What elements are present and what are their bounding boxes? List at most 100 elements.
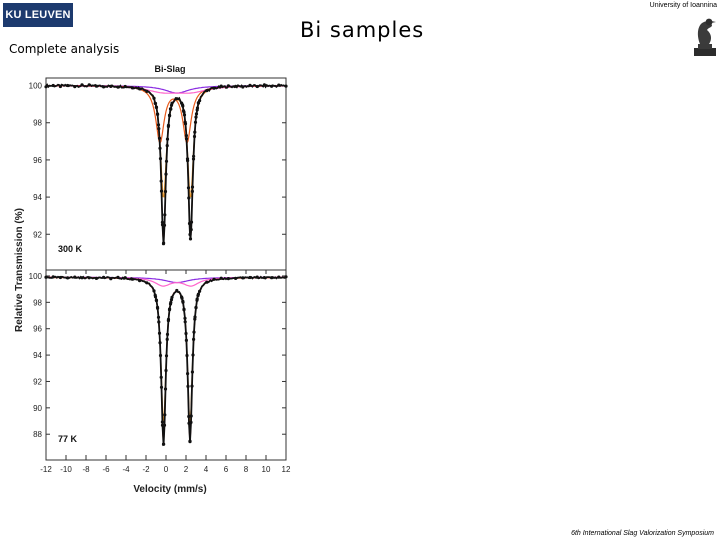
- x-axis-label: Velocity (mm/s): [133, 484, 206, 495]
- data-point: [262, 83, 266, 87]
- data-point: [109, 277, 113, 281]
- data-point: [183, 316, 187, 320]
- data-point: [192, 330, 196, 334]
- data-line: [45, 83, 287, 244]
- data-point: [156, 123, 161, 127]
- data-point: [138, 87, 142, 91]
- data-point: [158, 146, 162, 150]
- data-point: [188, 237, 193, 241]
- x-tick-label: 4: [204, 465, 209, 474]
- data-point: [184, 331, 188, 336]
- data-point: [152, 96, 156, 100]
- data-point: [212, 277, 216, 281]
- y-tick-label: 94: [33, 193, 42, 202]
- data-point: [44, 85, 48, 89]
- data-point: [255, 275, 259, 279]
- data-line: [45, 275, 287, 447]
- data-point: [152, 289, 156, 293]
- data-point: [145, 89, 149, 93]
- data-point: [190, 185, 195, 189]
- data-point: [73, 85, 77, 89]
- data-point: [80, 276, 84, 280]
- data-point: [219, 84, 223, 88]
- data-point: [248, 83, 252, 87]
- data-point: [189, 220, 194, 224]
- data-point: [180, 296, 184, 300]
- chart-title: Bi-Slag: [154, 64, 185, 74]
- y-tick-label: 90: [33, 404, 42, 413]
- data-point: [185, 353, 189, 358]
- data-point: [170, 295, 174, 299]
- data-point: [194, 112, 199, 116]
- data-point: [186, 186, 191, 190]
- data-point: [196, 101, 201, 105]
- data-point: [145, 281, 149, 285]
- data-point: [234, 84, 238, 88]
- data-point: [58, 275, 63, 280]
- x-tick-label: 2: [184, 465, 189, 474]
- data-point: [192, 337, 196, 341]
- data-point: [163, 387, 168, 391]
- data-point: [170, 101, 174, 105]
- data-point: [159, 189, 164, 193]
- data-point: [44, 275, 48, 279]
- data-point: [198, 99, 202, 103]
- data-point: [182, 110, 186, 114]
- data-point: [184, 338, 188, 342]
- data-point: [168, 307, 172, 311]
- data-point: [195, 297, 199, 301]
- data-point: [194, 115, 198, 119]
- slide-title: Bi samples: [300, 18, 425, 42]
- data-point: [157, 136, 162, 140]
- data-point: [192, 134, 197, 139]
- component-curve-component_4: [46, 85, 286, 94]
- data-point: [175, 288, 179, 293]
- footer-symposium: 6th International Slag Valorization Symp…: [571, 530, 714, 537]
- data-point: [234, 276, 238, 280]
- data-point: [163, 213, 167, 217]
- component-curve-component_2: [46, 85, 286, 145]
- data-point: [205, 89, 209, 93]
- data-point: [158, 157, 163, 161]
- data-point: [157, 320, 161, 324]
- data-point: [159, 179, 163, 183]
- x-tick-label: -4: [122, 465, 130, 474]
- data-point: [219, 276, 223, 280]
- panel-label-0: 300 K: [58, 244, 83, 254]
- data-point: [51, 83, 55, 88]
- data-point: [58, 84, 63, 89]
- y-tick-label: 92: [33, 230, 42, 239]
- data-point: [189, 228, 193, 232]
- data-point: [66, 276, 70, 280]
- data-point: [102, 275, 106, 279]
- data-point: [162, 442, 166, 446]
- data-point: [109, 84, 113, 88]
- data-point: [183, 320, 187, 324]
- data-point: [166, 123, 171, 127]
- data-point: [255, 84, 259, 89]
- x-tick-label: -6: [102, 465, 110, 474]
- data-point: [80, 83, 84, 87]
- data-point: [183, 122, 188, 126]
- data-point: [248, 275, 252, 280]
- data-point: [164, 354, 169, 358]
- data-point: [270, 84, 274, 88]
- y-tick-label: 88: [33, 430, 42, 439]
- data-point: [102, 85, 106, 89]
- data-point: [153, 295, 158, 299]
- data-point: [182, 308, 186, 312]
- x-tick-label: 10: [262, 465, 271, 474]
- data-point: [181, 300, 185, 304]
- y-tick-label: 98: [33, 119, 42, 128]
- data-point: [205, 280, 209, 284]
- data-point: [138, 279, 142, 283]
- data-point: [193, 130, 197, 134]
- data-point: [284, 84, 288, 88]
- data-point: [158, 341, 162, 345]
- data-point: [73, 275, 77, 279]
- data-point: [191, 157, 196, 161]
- data-point: [130, 86, 134, 90]
- data-point: [193, 120, 198, 124]
- data-point: [164, 172, 168, 176]
- y-tick-label: 96: [33, 156, 42, 165]
